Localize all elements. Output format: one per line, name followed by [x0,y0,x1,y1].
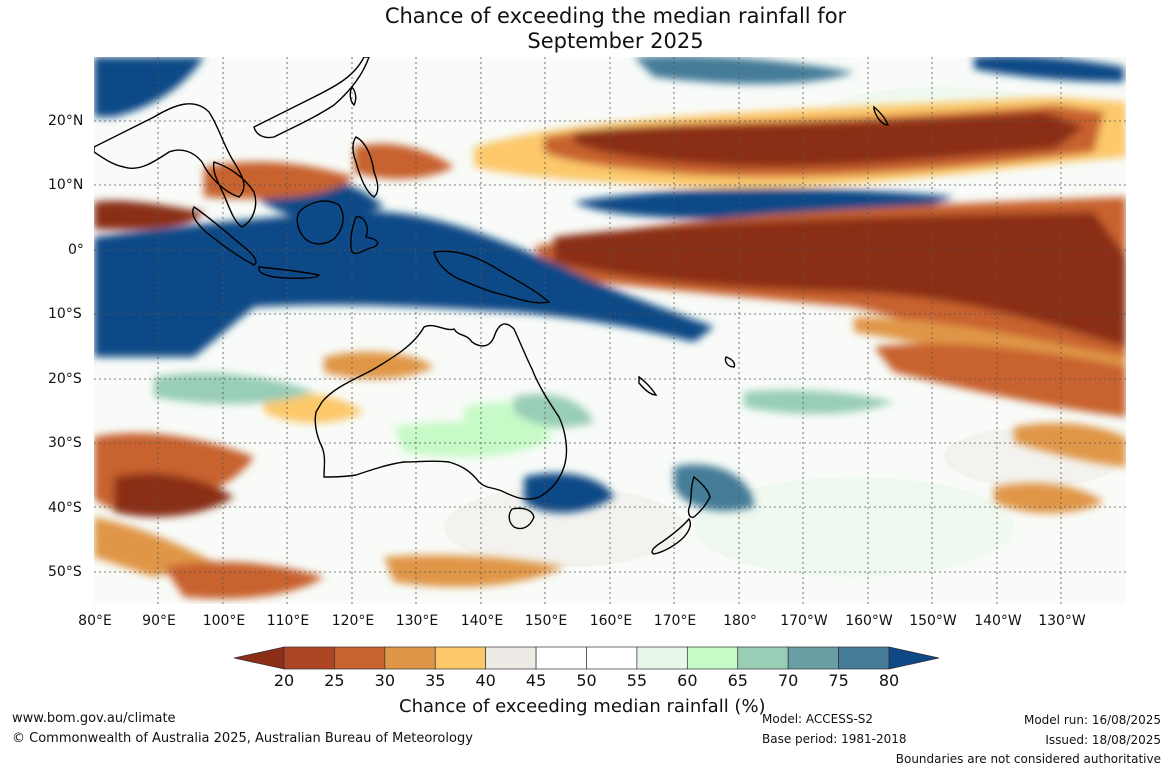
colorbar-segment [283,646,335,670]
graticule [94,57,1126,604]
colorbar-extend-low [234,646,285,670]
model-name: Model: ACCESS-S2 [762,712,874,726]
longitude-label: 80°E [78,613,112,629]
latitude-label: 0° [68,242,84,258]
philippines-coastline [352,136,379,198]
longitude-label: 110°E [266,613,310,629]
latitude-label: 10°N [48,177,84,193]
colorbar-tick-label: 40 [475,671,496,690]
longitude-label: 120°E [331,613,375,629]
longitude-label: 140°W [974,613,1022,629]
colorbar-segment [636,646,688,670]
longitude-label: 130°E [395,613,439,629]
australia-coastline [314,323,568,500]
fiji-coastline [724,356,736,368]
new-zealand-north-coastline [687,475,711,519]
longitude-label: 180° [723,613,757,629]
latitude-label: 30°S [48,435,82,451]
colorbar-segment [787,646,839,670]
longitude-label: 170°W [780,613,828,629]
colorbar-tick-label: 35 [425,671,446,690]
latitude-label: 20°S [48,371,82,387]
indochina-coastline [212,161,257,228]
longitude-label: 140°E [460,613,504,629]
china-coastline [253,57,370,139]
sumatra-coastline [192,206,257,266]
colorbar-tick-label: 50 [576,671,597,690]
colorbar-tick-label: 55 [626,671,648,690]
colorbar-tick-label: 25 [324,671,345,690]
longitude-label: 150°W [909,613,957,629]
latitude-label: 40°S [48,500,82,516]
rainfall-probability-map [94,57,1126,604]
longitude-label: 100°E [202,613,246,629]
longitude-label: 130°W [1038,613,1086,629]
longitude-label: 160°W [845,613,893,629]
colorbar-tick-label: 60 [677,671,698,690]
latitude-label: 10°S [48,306,82,322]
colorbar-segment [485,646,537,670]
longitude-label: 170°E [653,613,697,629]
colorbar-tick-label: 30 [374,671,396,690]
boundary-disclaimer: Boundaries are not considered authoritat… [895,752,1161,766]
colorbar-segment [586,646,638,670]
colorbar-title: Chance of exceeding median rainfall (%) [399,696,766,717]
latitude-label: 20°N [48,113,84,129]
new-caledonia-coastline [638,375,658,396]
copyright-text: © Commonwealth of Australia 2025, Austra… [12,731,473,746]
taiwan-coastline [349,85,357,107]
colorbar-extend-high [888,646,939,670]
colorbar-tick-label: 65 [727,671,748,690]
new-zealand-south-coastline [651,517,692,555]
website-link[interactable]: www.bom.gov.au/climate [12,711,176,726]
map-title: Chance of exceeding the median rainfall … [0,4,1173,54]
colorbar-segment [535,646,587,670]
borneo-coastline [296,200,344,245]
latitude-label: 50°S [48,564,82,580]
colorbar-segment [737,646,789,670]
colorbar-segment [334,646,386,670]
title-line-1: Chance of exceeding the median rainfall … [384,4,847,28]
sulawesi-coastline [350,216,379,255]
colorbar-segment [686,646,739,670]
base-period: Base period: 1981-2018 [762,732,907,746]
new-guinea-coastline [433,250,551,304]
longitude-label: 160°E [589,613,633,629]
colorbar-segment [384,646,436,670]
colorbar-tick-label: 80 [878,671,900,690]
hawaii-coastline [873,105,889,126]
colorbar-segment [434,646,487,670]
java-coastline [257,266,321,280]
coastlines [94,57,889,555]
colorbar-segment [838,646,890,670]
longitude-label: 150°E [524,613,568,629]
longitude-label: 90°E [142,613,176,629]
colorbar-tick-label: 70 [777,671,799,690]
mainland-asia-coastline [94,103,245,198]
colorbar [234,646,939,670]
issued-date: Issued: 18/08/2025 [1045,733,1161,747]
colorbar-tick-label: 75 [828,671,849,690]
colorbar-tick-label: 45 [525,671,547,690]
model-run-date: Model run: 16/08/2025 [1023,713,1161,727]
tasmania-coastline [508,507,535,530]
colorbar-tick-label: 20 [273,671,295,690]
rainfall-anomaly-fields [94,57,1126,599]
title-line-2: September 2025 [527,29,704,53]
